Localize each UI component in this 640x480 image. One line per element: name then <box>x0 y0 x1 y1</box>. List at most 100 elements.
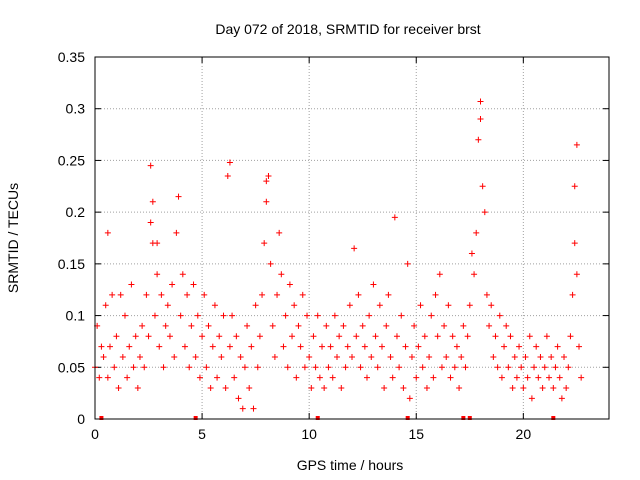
data-point <box>177 312 184 319</box>
data-point <box>404 260 411 267</box>
data-point <box>526 333 533 340</box>
data-point <box>325 364 332 371</box>
gap-marker <box>461 416 466 420</box>
data-point <box>569 291 576 298</box>
data-point <box>271 353 278 360</box>
x-tick-label: 0 <box>91 426 99 442</box>
data-point <box>314 312 321 319</box>
data-point <box>349 353 355 360</box>
data-point <box>282 312 289 319</box>
data-point <box>169 281 176 288</box>
data-point <box>323 322 330 329</box>
y-tick-label: 0.1 <box>66 308 86 324</box>
data-point <box>451 364 458 371</box>
data-point <box>565 364 572 371</box>
data-point <box>327 343 334 350</box>
data-point <box>126 343 133 350</box>
data-point <box>346 302 353 309</box>
data-point <box>164 302 171 309</box>
data-point <box>308 384 315 391</box>
data-point <box>340 322 347 329</box>
data-point <box>181 343 188 350</box>
data-point <box>321 384 328 391</box>
data-point <box>156 343 163 350</box>
data-point <box>179 271 186 278</box>
data-point <box>374 364 381 371</box>
data-point <box>250 405 257 412</box>
data-point <box>520 384 527 391</box>
gap-marker <box>551 416 556 420</box>
data-point <box>246 384 253 391</box>
data-point <box>385 291 392 298</box>
data-point <box>447 374 454 381</box>
data-point <box>528 395 535 402</box>
data-point <box>115 384 122 391</box>
x-tick-label: 5 <box>198 426 206 442</box>
gap-marker <box>315 416 320 420</box>
data-point <box>518 364 525 371</box>
data-point <box>402 343 409 350</box>
data-point <box>289 333 296 340</box>
data-point <box>488 302 495 309</box>
data-point <box>496 312 503 319</box>
data-point <box>141 364 148 371</box>
data-point <box>162 322 169 329</box>
data-point <box>552 364 559 371</box>
data-point <box>229 312 236 319</box>
data-point <box>158 291 165 298</box>
data-point <box>226 159 233 166</box>
data-point <box>194 312 201 319</box>
data-point <box>483 291 490 298</box>
data-point <box>477 116 484 123</box>
data-point <box>351 245 358 252</box>
data-point <box>96 374 103 381</box>
data-point <box>291 302 298 309</box>
data-point <box>426 353 433 360</box>
data-point <box>263 198 270 205</box>
data-point <box>445 302 452 309</box>
data-point <box>205 322 212 329</box>
data-point <box>336 333 343 340</box>
data-point <box>186 364 193 371</box>
data-point <box>111 364 118 371</box>
data-point <box>539 384 546 391</box>
data-point <box>265 172 272 179</box>
data-point <box>119 353 126 360</box>
data-point <box>359 322 366 329</box>
data-point <box>166 333 173 340</box>
data-point <box>441 322 448 329</box>
data-point <box>486 322 493 329</box>
data-point <box>104 374 111 381</box>
data-point <box>462 364 469 371</box>
data-point <box>259 291 266 298</box>
data-point <box>537 353 544 360</box>
data-point <box>319 343 326 350</box>
data-point <box>368 353 375 360</box>
data-point <box>147 162 154 169</box>
data-point <box>201 291 208 298</box>
data-point <box>222 384 229 391</box>
data-point <box>408 353 415 360</box>
data-point <box>490 353 497 360</box>
gap-marker <box>99 416 104 420</box>
data-point <box>573 271 580 278</box>
data-point <box>338 384 345 391</box>
data-point <box>456 384 463 391</box>
data-point <box>329 374 336 381</box>
data-point <box>342 364 349 371</box>
data-point <box>481 209 488 216</box>
data-point <box>154 271 161 278</box>
data-point <box>102 302 109 309</box>
data-point <box>507 333 514 340</box>
data-point <box>207 384 214 391</box>
y-tick-label: 0 <box>77 411 85 427</box>
grid <box>95 57 609 419</box>
data-point <box>432 291 439 298</box>
data-point <box>211 302 218 309</box>
data-point <box>531 364 538 371</box>
y-axis-label: SRMTID / TECUs <box>5 183 21 293</box>
data-point <box>188 322 195 329</box>
gap-markers <box>99 416 556 420</box>
data-point <box>387 353 394 360</box>
